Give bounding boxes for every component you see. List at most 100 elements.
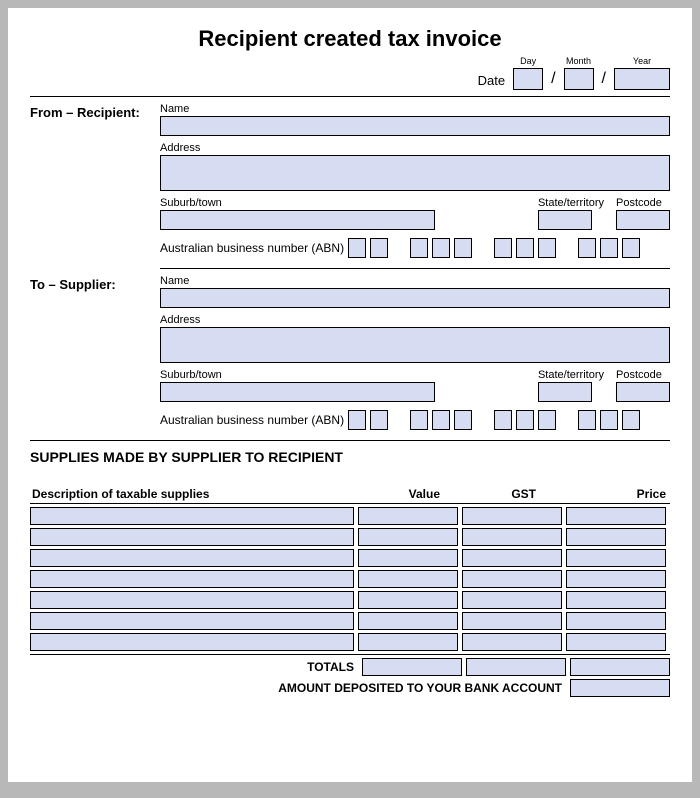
supplier-address-input[interactable]: [160, 327, 670, 363]
recipient-address-input[interactable]: [160, 155, 670, 191]
totals-price-cell[interactable]: [570, 658, 670, 676]
value-cell[interactable]: [358, 633, 458, 651]
desc-cell[interactable]: [30, 612, 354, 630]
date-year-group: Year: [614, 56, 670, 90]
recipient-section-label: From – Recipient:: [30, 103, 160, 266]
supplier-section-label: To – Supplier:: [30, 275, 160, 438]
gst-cell[interactable]: [462, 591, 562, 609]
price-cell[interactable]: [566, 507, 666, 525]
recipient-abn-box[interactable]: [432, 238, 450, 258]
supplies-table-body: [30, 507, 670, 651]
col-price-header: Price: [566, 487, 670, 501]
recipient-abn-box[interactable]: [410, 238, 428, 258]
value-cell[interactable]: [358, 570, 458, 588]
recipient-postcode-col: Postcode: [616, 197, 670, 230]
date-month-input[interactable]: [564, 68, 594, 90]
value-cell[interactable]: [358, 549, 458, 567]
gst-cell[interactable]: [462, 570, 562, 588]
value-cell[interactable]: [358, 507, 458, 525]
supplier-abn-label: Australian business number (ABN): [160, 413, 344, 427]
recipient-abn-box[interactable]: [494, 238, 512, 258]
recipient-abn-row: Australian business number (ABN): [160, 238, 670, 258]
recipient-state-col: State/territory: [538, 197, 604, 230]
desc-cell[interactable]: [30, 549, 354, 567]
recipient-abn-box[interactable]: [622, 238, 640, 258]
recipient-state-input[interactable]: [538, 210, 592, 230]
col-value-header: Value: [358, 487, 462, 501]
gst-cell[interactable]: [462, 633, 562, 651]
recipient-body: Name Address Suburb/town State/territory…: [160, 103, 670, 266]
supplier-abn-box[interactable]: [410, 410, 428, 430]
supplier-postcode-col: Postcode: [616, 369, 670, 402]
desc-cell[interactable]: [30, 633, 354, 651]
date-row: Date Day / Month / Year: [30, 56, 670, 90]
supplier-abn-box[interactable]: [538, 410, 556, 430]
supplier-name-input[interactable]: [160, 288, 670, 308]
price-cell[interactable]: [566, 570, 666, 588]
supplier-section: To – Supplier: Name Address Suburb/town …: [30, 275, 670, 438]
recipient-suburb-col: Suburb/town: [160, 197, 526, 230]
amount-row: AMOUNT DEPOSITED TO YOUR BANK ACCOUNT: [30, 679, 670, 697]
divider-supplies: [30, 440, 670, 441]
recipient-name-input[interactable]: [160, 116, 670, 136]
recipient-name-label: Name: [160, 103, 670, 115]
divider-mid: [160, 268, 670, 269]
recipient-abn-box[interactable]: [578, 238, 596, 258]
recipient-postcode-input[interactable]: [616, 210, 670, 230]
desc-cell[interactable]: [30, 507, 354, 525]
supplier-abn-box[interactable]: [454, 410, 472, 430]
supplier-abn-box[interactable]: [494, 410, 512, 430]
totals-gst-cell[interactable]: [466, 658, 566, 676]
table-row: [30, 633, 670, 651]
recipient-suburb-input[interactable]: [160, 210, 435, 230]
gst-cell[interactable]: [462, 612, 562, 630]
recipient-abn-box[interactable]: [454, 238, 472, 258]
recipient-abn-box[interactable]: [348, 238, 366, 258]
recipient-abn-box[interactable]: [370, 238, 388, 258]
table-row: [30, 570, 670, 588]
supplier-state-label: State/territory: [538, 369, 604, 381]
price-cell[interactable]: [566, 591, 666, 609]
supplier-abn-box[interactable]: [600, 410, 618, 430]
totals-value-cell[interactable]: [362, 658, 462, 676]
recipient-address-label: Address: [160, 142, 670, 154]
date-day-group: Day: [513, 56, 543, 90]
value-cell[interactable]: [358, 612, 458, 630]
price-cell[interactable]: [566, 612, 666, 630]
supplier-abn-box[interactable]: [348, 410, 366, 430]
value-cell[interactable]: [358, 528, 458, 546]
recipient-abn-box[interactable]: [600, 238, 618, 258]
supplier-abn-box[interactable]: [516, 410, 534, 430]
gst-cell[interactable]: [462, 549, 562, 567]
date-year-input[interactable]: [614, 68, 670, 90]
recipient-suburb-label: Suburb/town: [160, 197, 526, 209]
supplier-postcode-label: Postcode: [616, 369, 670, 381]
date-month-label: Month: [566, 56, 591, 66]
date-month-group: Month: [564, 56, 594, 90]
supplier-body: Name Address Suburb/town State/territory…: [160, 275, 670, 438]
supplier-abn-box[interactable]: [370, 410, 388, 430]
desc-cell[interactable]: [30, 528, 354, 546]
supplier-abn-box[interactable]: [432, 410, 450, 430]
desc-cell[interactable]: [30, 591, 354, 609]
price-cell[interactable]: [566, 528, 666, 546]
table-row: [30, 507, 670, 525]
supplier-abn-box[interactable]: [622, 410, 640, 430]
supplier-state-input[interactable]: [538, 382, 592, 402]
recipient-abn-box[interactable]: [538, 238, 556, 258]
amount-cell[interactable]: [570, 679, 670, 697]
desc-cell[interactable]: [30, 570, 354, 588]
recipient-section: From – Recipient: Name Address Suburb/to…: [30, 103, 670, 266]
value-cell[interactable]: [358, 591, 458, 609]
date-day-input[interactable]: [513, 68, 543, 90]
price-cell[interactable]: [566, 633, 666, 651]
supplier-abn-box[interactable]: [578, 410, 596, 430]
price-cell[interactable]: [566, 549, 666, 567]
recipient-abn-box[interactable]: [516, 238, 534, 258]
gst-cell[interactable]: [462, 507, 562, 525]
table-row: [30, 528, 670, 546]
supplier-abn-row: Australian business number (ABN): [160, 410, 670, 430]
gst-cell[interactable]: [462, 528, 562, 546]
supplier-suburb-input[interactable]: [160, 382, 435, 402]
supplier-postcode-input[interactable]: [616, 382, 670, 402]
